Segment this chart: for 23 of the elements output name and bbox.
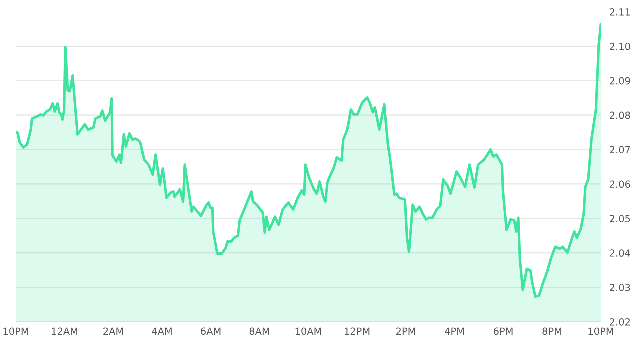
x-tick-label: 10PM xyxy=(4,328,28,336)
y-tick-label: 2.06 xyxy=(610,180,630,188)
x-tick-label: 2PM xyxy=(396,328,416,335)
y-tick-label: 2.05 xyxy=(610,215,630,222)
x-tick-label: 12PM xyxy=(345,328,370,335)
y-tick-label: 2.09 xyxy=(610,77,630,85)
x-tick-label: 8AM xyxy=(250,328,270,336)
y-tick-label: 2.10 xyxy=(610,42,630,50)
y-tick-label: 2.04 xyxy=(610,250,630,257)
x-tick-label: 6AM xyxy=(201,328,221,336)
x-tick-label: 2AM xyxy=(104,328,124,335)
y-tick-label: 2.03 xyxy=(610,284,630,292)
x-tick-label: 4AM xyxy=(152,328,172,335)
y-tick-label: 2.11 xyxy=(610,8,630,16)
y-tick-label: 2.07 xyxy=(610,146,630,154)
x-tick-label: 12AM xyxy=(52,328,78,335)
x-tick-label: 4PM xyxy=(445,328,464,335)
y-tick-label: 2.08 xyxy=(610,112,630,120)
x-tick-label: 6PM xyxy=(494,328,513,336)
x-tick-label: 8PM xyxy=(542,328,562,336)
y-tick-label: 2.02 xyxy=(610,318,630,326)
x-tick-label: 10PM xyxy=(588,328,614,336)
x-tick-label: 10AM xyxy=(296,328,322,336)
